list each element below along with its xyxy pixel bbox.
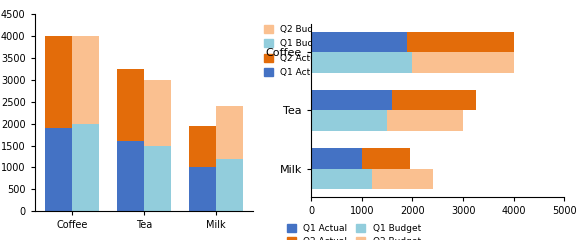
Legend: Q1 Actual, Q2 Actual, Q1 Budget, Q2 Budget: Q1 Actual, Q2 Actual, Q1 Budget, Q2 Budg… bbox=[285, 222, 423, 240]
Bar bbox=[311, 52, 412, 72]
Bar bbox=[189, 126, 216, 168]
Bar bbox=[362, 148, 410, 168]
Bar bbox=[412, 52, 514, 72]
Bar bbox=[144, 80, 172, 146]
Bar bbox=[311, 148, 362, 168]
Bar bbox=[144, 146, 172, 211]
Bar bbox=[372, 168, 433, 189]
Legend: Q2 Budget, Q1 Budget, Q2 Actual, Q1 Actual: Q2 Budget, Q1 Budget, Q2 Actual, Q1 Actu… bbox=[262, 23, 331, 79]
Bar bbox=[189, 168, 216, 211]
Bar bbox=[392, 90, 476, 110]
Bar bbox=[216, 159, 244, 211]
Bar bbox=[44, 36, 72, 128]
Bar bbox=[116, 69, 144, 141]
Bar bbox=[72, 36, 99, 124]
Bar bbox=[387, 110, 463, 131]
Bar bbox=[216, 106, 244, 159]
Bar bbox=[311, 168, 372, 189]
Bar bbox=[407, 32, 514, 52]
Bar bbox=[44, 128, 72, 211]
Bar bbox=[116, 141, 144, 211]
Bar bbox=[311, 110, 387, 131]
Bar bbox=[311, 90, 392, 110]
Bar bbox=[72, 124, 99, 211]
Bar bbox=[311, 32, 407, 52]
